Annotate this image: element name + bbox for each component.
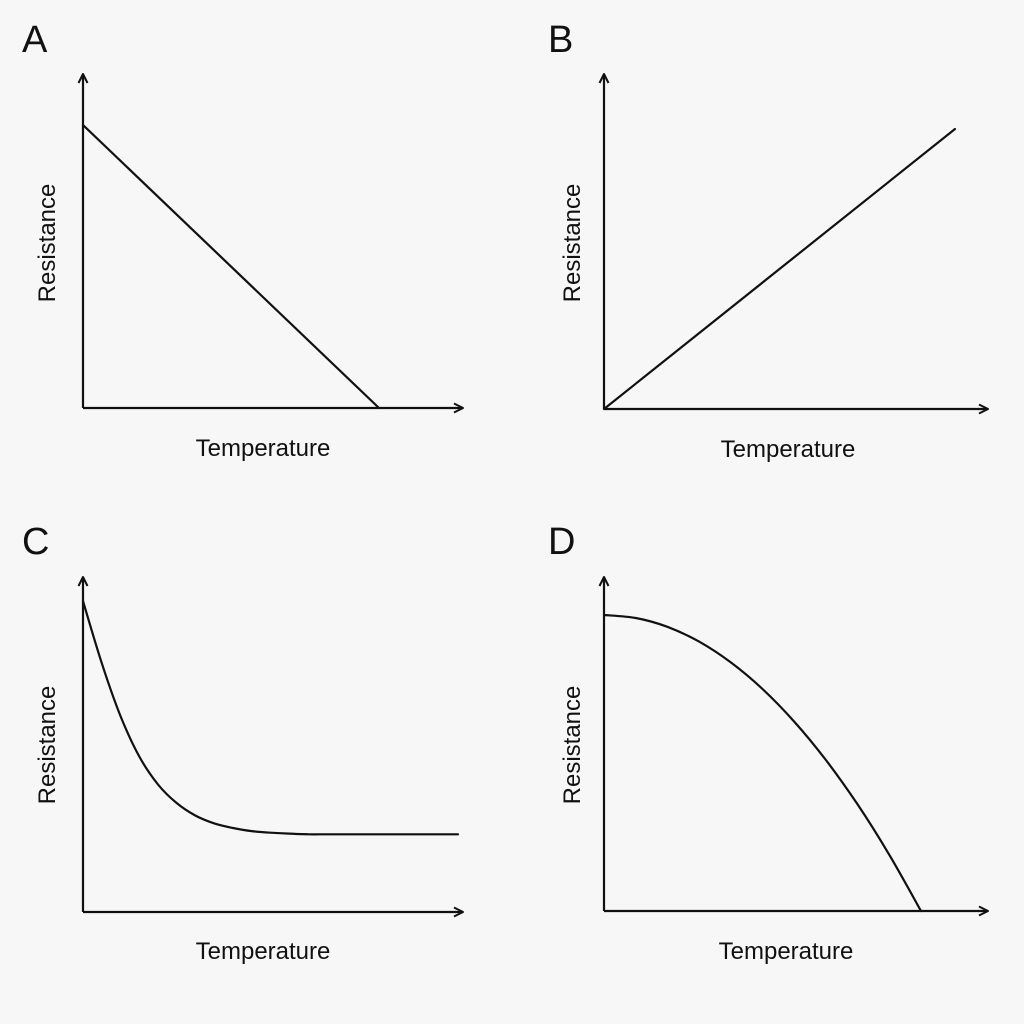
series-line-b (602, 127, 957, 411)
x-axis-label-d: Temperature (719, 938, 854, 965)
x-axis-label-b: Temperature (721, 436, 856, 463)
x-axis-label-a: Temperature (196, 435, 331, 462)
series-line-d (602, 613, 923, 913)
series-line-c (81, 599, 460, 836)
panel-b: B Temperature Resistance (548, 19, 989, 463)
series-line-a (81, 123, 381, 410)
panel-c: C Temperature Resistance (22, 521, 464, 965)
y-axis-label-a: Resistance (34, 184, 61, 303)
x-axis-label-c: Temperature (196, 938, 331, 965)
y-axis-label-b: Resistance (559, 184, 586, 303)
panel-label-b: B (548, 19, 573, 61)
y-axis-label-c: Resistance (34, 686, 61, 805)
panel-label-a: A (22, 19, 48, 61)
panel-a: A Temperature Resistance (22, 19, 464, 462)
panel-d: D Temperature Resistance (548, 521, 989, 965)
y-axis-label-d: Resistance (559, 686, 586, 805)
panel-label-d: D (548, 521, 575, 563)
panel-label-c: C (22, 521, 49, 563)
